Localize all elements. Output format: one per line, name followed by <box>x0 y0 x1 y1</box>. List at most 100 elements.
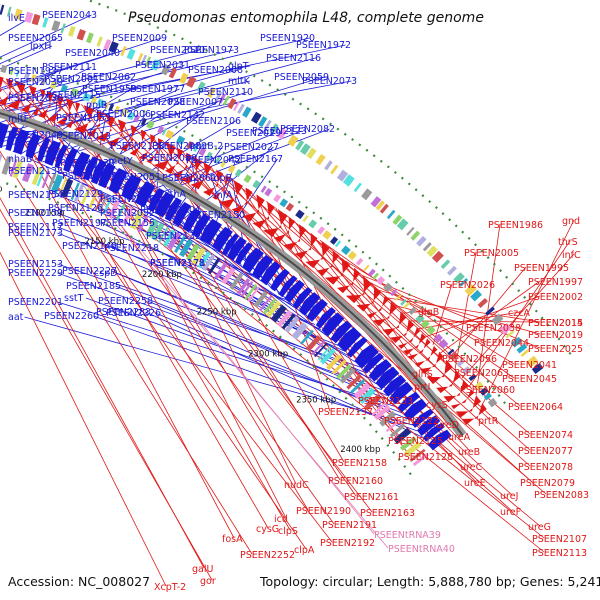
gene-label-reverse: PSEEN2056 <box>442 354 497 365</box>
cog-feature-outer-17 <box>395 294 402 301</box>
cog-feature-far-48 <box>222 95 230 106</box>
reverse-gene-11 <box>390 319 415 344</box>
forward-gene-11 <box>354 344 379 369</box>
forward-connector <box>0 52 115 89</box>
forward-gene-17 <box>306 298 328 322</box>
cog-feature-far-27 <box>370 196 382 208</box>
cog-feature-far-11 <box>464 283 477 296</box>
forward-gene-8 <box>375 366 400 390</box>
gene-label-reverse: ureD <box>436 420 459 431</box>
forward-gene-13 <box>337 327 362 353</box>
gene-label-reverse: PSEEN2060 <box>460 385 515 396</box>
cog-feature-outer-41 <box>234 168 243 178</box>
cog-feature-outer-29 <box>322 230 332 240</box>
reverse-connector <box>302 226 473 390</box>
cog-feature-outer-31 <box>308 219 318 229</box>
reverse-gene-3 <box>443 379 469 403</box>
gene-label-reverse: icd <box>274 514 288 525</box>
reverse-connector <box>0 208 213 581</box>
kbp-tick-label: 2300 kbp <box>248 350 288 360</box>
forward-connector <box>111 270 366 374</box>
gene-label-forward: PSEEN1959 <box>82 84 137 95</box>
gene-label-forward: sstT <box>64 293 84 304</box>
gene-label-reverse: cysG <box>256 524 279 535</box>
cog-feature-2 <box>404 441 422 457</box>
reverse-connector <box>238 182 397 421</box>
cog-feature-far-62 <box>120 45 127 57</box>
gene-label-reverse: PSEEN2019 <box>528 330 583 341</box>
cog-feature-outer-59 <box>108 103 115 112</box>
gene-label-reverse: thrS <box>558 237 578 248</box>
reverse-connector <box>328 246 467 373</box>
cog-feature-outer-39 <box>252 180 261 189</box>
reverse-gene-37 <box>138 134 156 161</box>
forward-gene-3 <box>411 408 434 428</box>
reverse-connector <box>310 233 427 387</box>
cog-feature-outer-37 <box>264 187 273 197</box>
reverse-gene-4 <box>436 371 461 394</box>
cog-feature-72 <box>22 163 34 183</box>
cog-feature-outer-1 <box>483 392 492 401</box>
reverse-connector <box>454 251 477 370</box>
cog-feature-25 <box>291 322 308 340</box>
gene-label-forward: PSEEN2142 <box>150 110 205 121</box>
cog-feature-68 <box>47 172 57 191</box>
cog-feature-6 <box>385 418 402 433</box>
forward-gene-26 <box>234 242 253 265</box>
cog-feature-11 <box>358 387 376 404</box>
gene-label-forward: PSEEN2110 <box>198 87 253 98</box>
forward-gene-18 <box>298 292 321 316</box>
cog-feature-73 <box>12 159 23 179</box>
gene-label-forward: PSEEN2009 <box>112 33 167 44</box>
cog-feature-far-54 <box>179 72 189 84</box>
gene-tracks <box>0 4 544 467</box>
cog-feature-outer-38 <box>260 185 267 193</box>
gene-label-forward: PSEEN2260 <box>44 311 99 322</box>
gene-label-reverse: XcpT-2 <box>154 582 186 593</box>
forward-connector <box>34 91 248 160</box>
gene-label-reverse: PSEEN2128 <box>398 452 453 463</box>
cog-feature-outer-23 <box>363 264 370 272</box>
forward-gene-14 <box>330 320 353 344</box>
forward-gene-35 <box>154 191 175 218</box>
gene-label-rna: PSEENtRNA39 <box>374 530 441 541</box>
cog-feature-outer-47 <box>193 144 199 153</box>
forward-connector <box>97 193 261 281</box>
cog-feature-far-51 <box>206 86 216 98</box>
forward-gene-46 <box>44 140 61 166</box>
cog-feature-outer-28 <box>329 236 339 245</box>
forward-gene-37 <box>135 181 156 208</box>
forward-gene-34 <box>164 197 182 222</box>
cog-feature-outer-36 <box>273 193 282 203</box>
forward-connector <box>195 235 333 341</box>
reverse-gene-20 <box>305 241 330 269</box>
kbp-tick-label: 2050 kbp <box>0 185 3 195</box>
cog-feature-outer-68 <box>36 75 41 84</box>
gene-label-forward: PSEEN2258 <box>98 296 153 307</box>
forward-gene-6 <box>389 381 414 405</box>
cog-feature-outer-61 <box>96 98 106 108</box>
cog-feature-far-12 <box>459 278 469 287</box>
gene-label-forward: PSEEN2123 <box>252 126 307 137</box>
gene-label-reverse: clpS <box>278 526 298 537</box>
gene-label-reverse: PSEEN2005 <box>464 248 519 259</box>
gene-label-forward: PSEEN2178 <box>150 258 205 269</box>
reverse-connector <box>0 150 253 555</box>
cog-feature-3 <box>399 436 417 451</box>
gene-label-reverse: clpA <box>294 545 315 556</box>
cog-feature-outer-35 <box>279 198 289 208</box>
cog-feature-outer-18 <box>390 289 398 297</box>
cog-feature-outer-25 <box>347 250 357 261</box>
gene-label-forward: metY <box>108 156 133 167</box>
gene-label-forward: PSEEN1977 <box>130 84 185 95</box>
gene-label-forward: mltK <box>228 76 251 87</box>
kbp-tick-label: 2200 kbp <box>142 270 182 280</box>
cog-feature-far-75 <box>6 6 12 17</box>
gene-label-reverse: PSEEN2107 <box>532 534 587 545</box>
forward-gene-1 <box>422 422 445 442</box>
reverse-gene-34 <box>164 147 184 174</box>
cog-feature-outer-6 <box>456 359 465 367</box>
gene-label-forward: PSEEN2043 <box>42 10 97 21</box>
